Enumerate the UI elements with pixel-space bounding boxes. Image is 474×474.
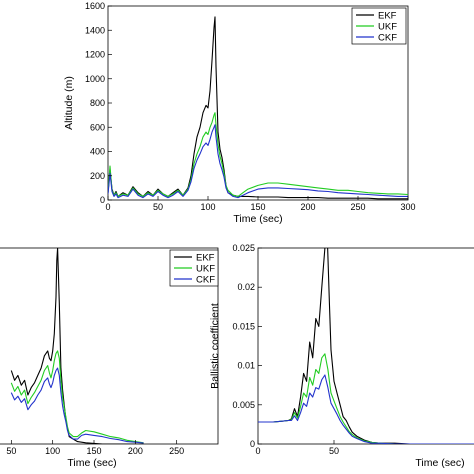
chart-3: 0 50 0 0.005 0.01 0.015 0.02 0.025 Time (sec) Bal… — [209, 243, 474, 469]
y-tick-label: 1200 — [85, 50, 105, 60]
legend-label-ekf: EKF — [196, 253, 215, 264]
legend-label-ckf: CKF — [196, 275, 215, 286]
x-tick-label: 200 — [128, 446, 143, 456]
y-tick-label: 400 — [90, 147, 105, 157]
x-tick-label: 300 — [400, 202, 415, 212]
y-tick-label: 0 — [250, 439, 255, 449]
x-tick-label: 250 — [350, 202, 365, 212]
x-tick-label: 150 — [86, 446, 101, 456]
y-tick-label: 0.025 — [232, 243, 255, 253]
y-axis-label: Altitude (m) — [63, 76, 75, 130]
x-tick-label: 150 — [250, 202, 265, 212]
series-line-ukf — [10, 350, 144, 444]
x-tick-label: 0 — [105, 202, 110, 212]
legend-label-ckf: CKF — [378, 33, 397, 44]
chart-1: 0 50 100 150 200 250 300 0 200 400 600 800 1000 1200 1… — [63, 1, 416, 225]
y-tick-label: 0.015 — [232, 321, 255, 331]
series-line-ukf — [108, 112, 408, 197]
x-tick-label: 100 — [200, 202, 215, 212]
y-tick-label: 0.01 — [237, 361, 255, 371]
x-tick-label: 0 — [255, 446, 260, 456]
series-line-ckf — [108, 124, 408, 199]
x-tick-label: 50 — [153, 202, 163, 212]
y-axis-label: Ballistic coefficient — [209, 303, 221, 389]
legend-label-ukf: UKF — [196, 264, 215, 275]
x-tick-label: 50 — [329, 446, 339, 456]
x-tick-label: 250 — [169, 446, 184, 456]
y-tick-label: 1000 — [85, 74, 105, 84]
series-line-ekf — [10, 248, 144, 444]
y-tick-label: 0.02 — [237, 282, 255, 292]
x-axis-label: Time (sec) — [233, 213, 282, 225]
y-tick-label: 0.005 — [232, 400, 255, 410]
y-tick-label: 1600 — [85, 1, 105, 11]
legend-label-ekf: EKF — [378, 11, 397, 22]
y-tick-label: 600 — [90, 122, 105, 132]
legend-label-ukf: UKF — [378, 22, 397, 33]
series-line-ekf — [108, 16, 408, 200]
x-tick-label: 100 — [45, 446, 60, 456]
x-axis-label: Time (sec) — [67, 457, 116, 469]
y-tick-label: 800 — [90, 98, 105, 108]
x-tick-label: 50 — [6, 446, 16, 456]
series-line-ckf — [10, 367, 144, 444]
plot-area — [257, 247, 474, 445]
y-tick-label: 1400 — [85, 25, 105, 35]
series-line-ckf — [258, 374, 474, 444]
x-axis-label: Time (sec) — [415, 457, 464, 469]
x-tick-label: 200 — [300, 202, 315, 212]
y-tick-label: 0 — [100, 195, 105, 205]
y-tick-label: 200 — [90, 171, 105, 181]
